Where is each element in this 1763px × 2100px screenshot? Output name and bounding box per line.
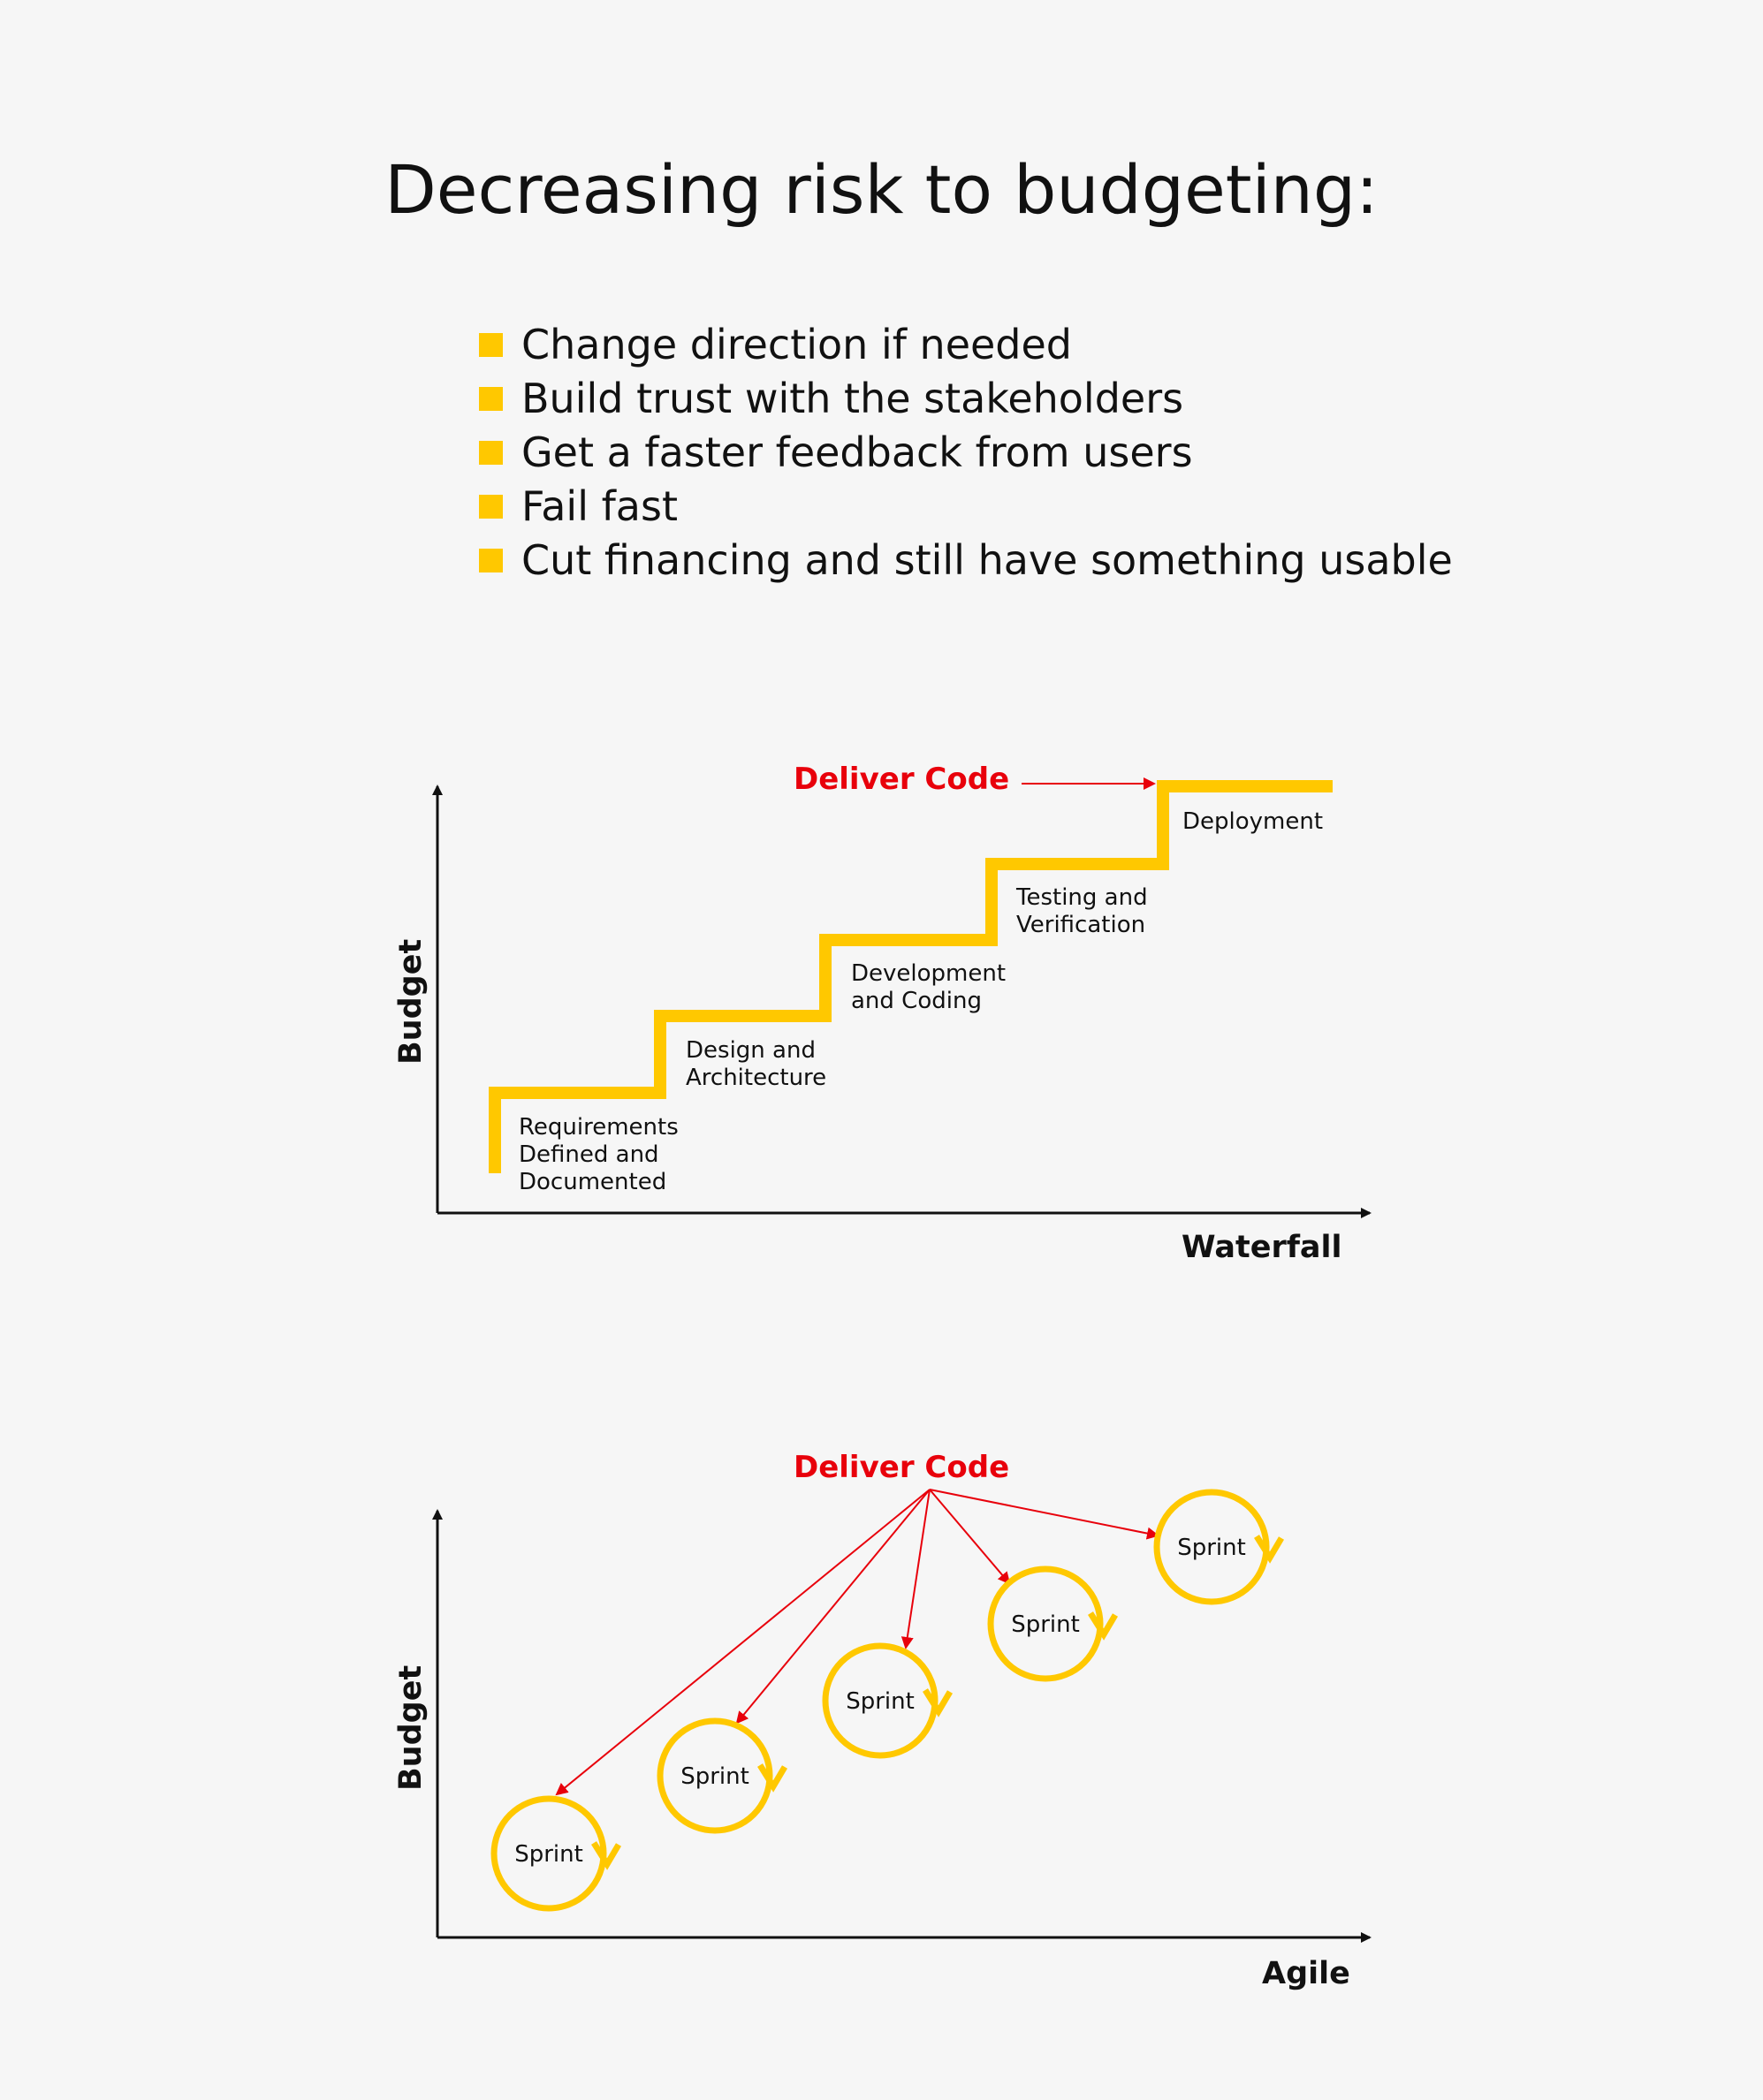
sprint-label: Sprint <box>680 1763 749 1790</box>
sprint-label: Sprint <box>1177 1535 1246 1561</box>
step-label-development: Development and Coding <box>851 960 1013 1014</box>
sprint-arrowhead-icon <box>1254 1535 1285 1564</box>
bullet-square-icon <box>479 441 503 465</box>
waterfall-staircase <box>489 780 1333 1173</box>
agile-deliver-arrows <box>555 1489 1159 1796</box>
sprint-arrowhead-icon <box>923 1688 954 1717</box>
step-label-deployment: Deployment <box>1182 808 1323 835</box>
sprint-2: Sprint <box>657 1717 788 1834</box>
deliver-arrow <box>929 1489 1159 1540</box>
sprint-label: Sprint <box>514 1841 583 1868</box>
list-item-label: Build trust with the stakeholders <box>521 375 1184 422</box>
list-item: Fail fast <box>479 480 1453 534</box>
waterfall-deliver-code-label: Deliver Code <box>794 762 1009 797</box>
agile-deliver-code-label: Deliver Code <box>794 1450 1009 1485</box>
bullet-square-icon <box>479 549 503 572</box>
list-item-label: Get a faster feedback from users <box>521 428 1193 476</box>
agile-x-axis-label: Agile <box>1262 1956 1350 1991</box>
sprint-label: Sprint <box>1011 1611 1080 1638</box>
bullet-square-icon <box>479 333 503 357</box>
sprint-label: Sprint <box>846 1688 915 1715</box>
deliver-arrow <box>900 1489 931 1649</box>
list-item-label: Cut financing and still have something u… <box>521 536 1453 584</box>
list-item: Build trust with the stakeholders <box>479 372 1453 426</box>
sprint-4: Sprint <box>987 1566 1119 1682</box>
list-item-label: Fail fast <box>521 482 678 530</box>
list-item-label: Change direction if needed <box>521 321 1072 368</box>
waterfall-x-axis-label: Waterfall <box>1182 1230 1342 1265</box>
benefits-list: Change direction if needed Build trust w… <box>479 318 1453 588</box>
list-item: Get a faster feedback from users <box>479 426 1453 480</box>
page-title: Decreasing risk to budgeting: <box>384 150 1379 229</box>
sprint-3: Sprint <box>822 1642 954 1759</box>
list-item: Cut financing and still have something u… <box>479 534 1453 588</box>
step-label-requirements: Requirements Defined and Documented <box>519 1114 686 1195</box>
sprint-arrowhead-icon <box>591 1841 622 1870</box>
sprint-1: Sprint <box>490 1795 622 1912</box>
bullet-square-icon <box>479 387 503 411</box>
sprint-arrowhead-icon <box>1088 1611 1119 1641</box>
sprint-5: Sprint <box>1153 1489 1285 1605</box>
agile-diagram: Deliver Code Sprint Sprint Sprint Spri <box>393 1450 1372 1991</box>
deliver-arrow <box>735 1489 931 1725</box>
agile-y-axis-label: Budget <box>393 1665 429 1791</box>
deliver-arrow <box>555 1489 931 1796</box>
list-item: Change direction if needed <box>479 318 1453 372</box>
step-label-design: Design and Architecture <box>686 1037 826 1091</box>
sprint-arrowhead-icon <box>757 1763 788 1793</box>
waterfall-diagram: Deliver Code Requirements Defined and Do… <box>393 762 1372 1265</box>
deliver-arrow <box>929 1489 1011 1585</box>
step-label-testing: Testing and Verification <box>1015 884 1155 938</box>
bullet-square-icon <box>479 495 503 519</box>
waterfall-y-axis-label: Budget <box>393 939 429 1065</box>
